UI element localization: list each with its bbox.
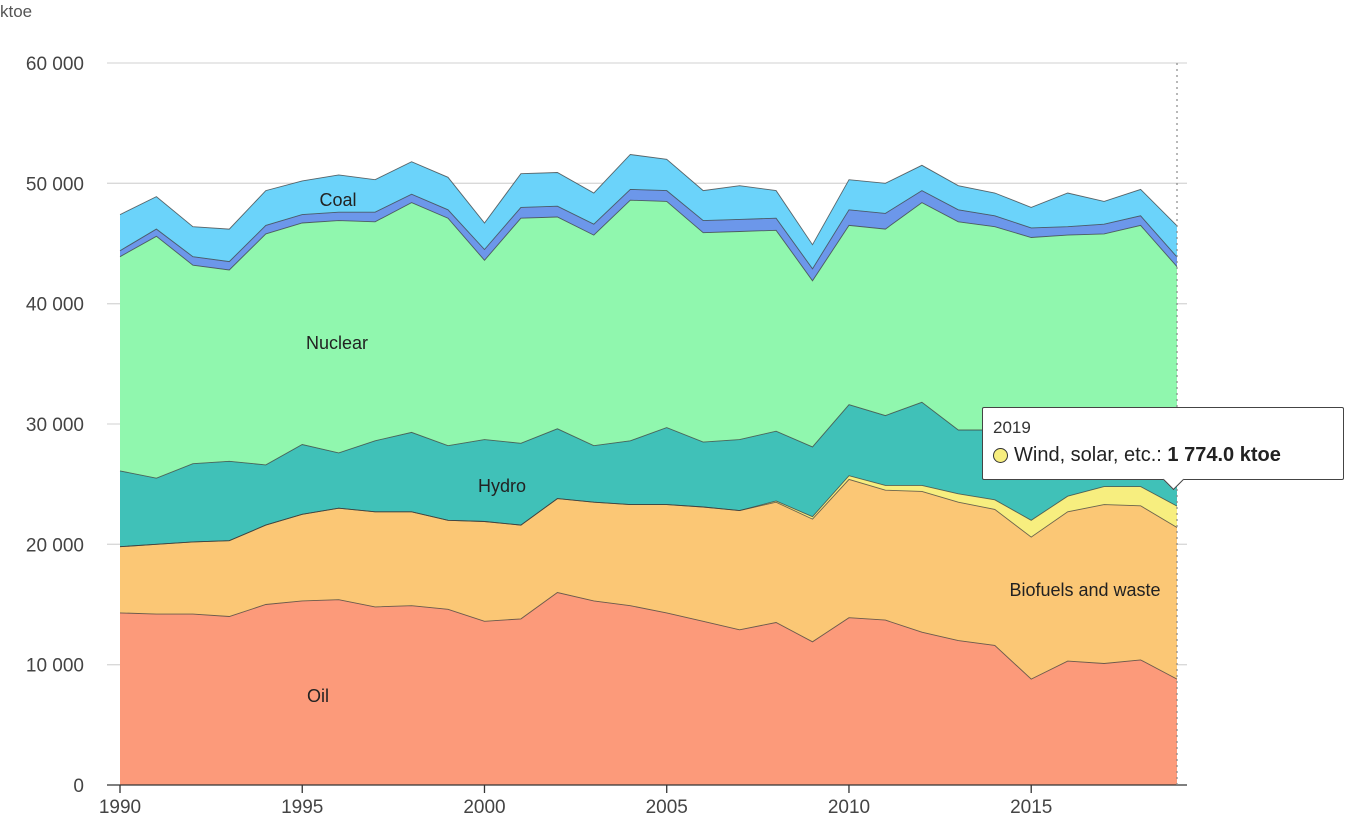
y-tick-label: 40 000	[26, 295, 84, 316]
area-oil	[120, 592, 1177, 785]
series-label-oil: Oil	[307, 686, 329, 706]
x-tick-label: 1995	[281, 797, 323, 818]
y-tick-label: 30 000	[26, 415, 84, 436]
area-edge-wind-solar-etc	[119, 475, 1178, 548]
tooltip-year: 2019	[993, 418, 1031, 437]
tooltip-value: 1 774.0 ktoe	[1167, 444, 1281, 466]
area-edge-oil	[119, 592, 1178, 680]
x-tick-label: 2000	[463, 797, 505, 818]
y-tick-label: 50 000	[26, 174, 84, 195]
area-nuclear	[120, 200, 1177, 479]
tooltip-series-name: Wind, solar, etc.	[1014, 444, 1157, 466]
tooltip-row: Wind, solar, etc.: 1 774.0 ktoe	[993, 443, 1331, 467]
series-label-biofuels-and-waste: Biofuels and waste	[1009, 580, 1160, 600]
x-tick-label: 1990	[99, 797, 141, 818]
series-label-nuclear: Nuclear	[306, 333, 368, 353]
y-axis-unit-label: ktoe	[0, 2, 32, 21]
tooltip-series-dot-icon	[993, 448, 1008, 463]
y-tick-label: 60 000	[26, 54, 84, 75]
tooltip: 2019 Wind, solar, etc.: 1 774.0 ktoe	[982, 407, 1344, 480]
y-tick-label: 10 000	[26, 656, 84, 677]
series-label-coal: Coal	[319, 190, 356, 210]
y-tick-label: 20 000	[26, 535, 84, 556]
area-biofuels-and-waste	[120, 479, 1177, 680]
tooltip-colon: :	[1156, 444, 1168, 466]
y-tick-label: 0	[73, 776, 84, 797]
x-tick-label: 2010	[828, 797, 870, 818]
area-edge-nuclear	[119, 199, 1178, 282]
area-edge-coal	[119, 154, 1178, 246]
series-label-hydro: Hydro	[478, 476, 526, 496]
area-hydro	[120, 402, 1177, 547]
area-natural-gas	[120, 189, 1177, 281]
x-tick-label: 2015	[1010, 797, 1052, 818]
area-edge-natural-gas	[119, 188, 1178, 270]
x-tick-label: 2005	[646, 797, 688, 818]
area-coal	[120, 154, 1177, 269]
